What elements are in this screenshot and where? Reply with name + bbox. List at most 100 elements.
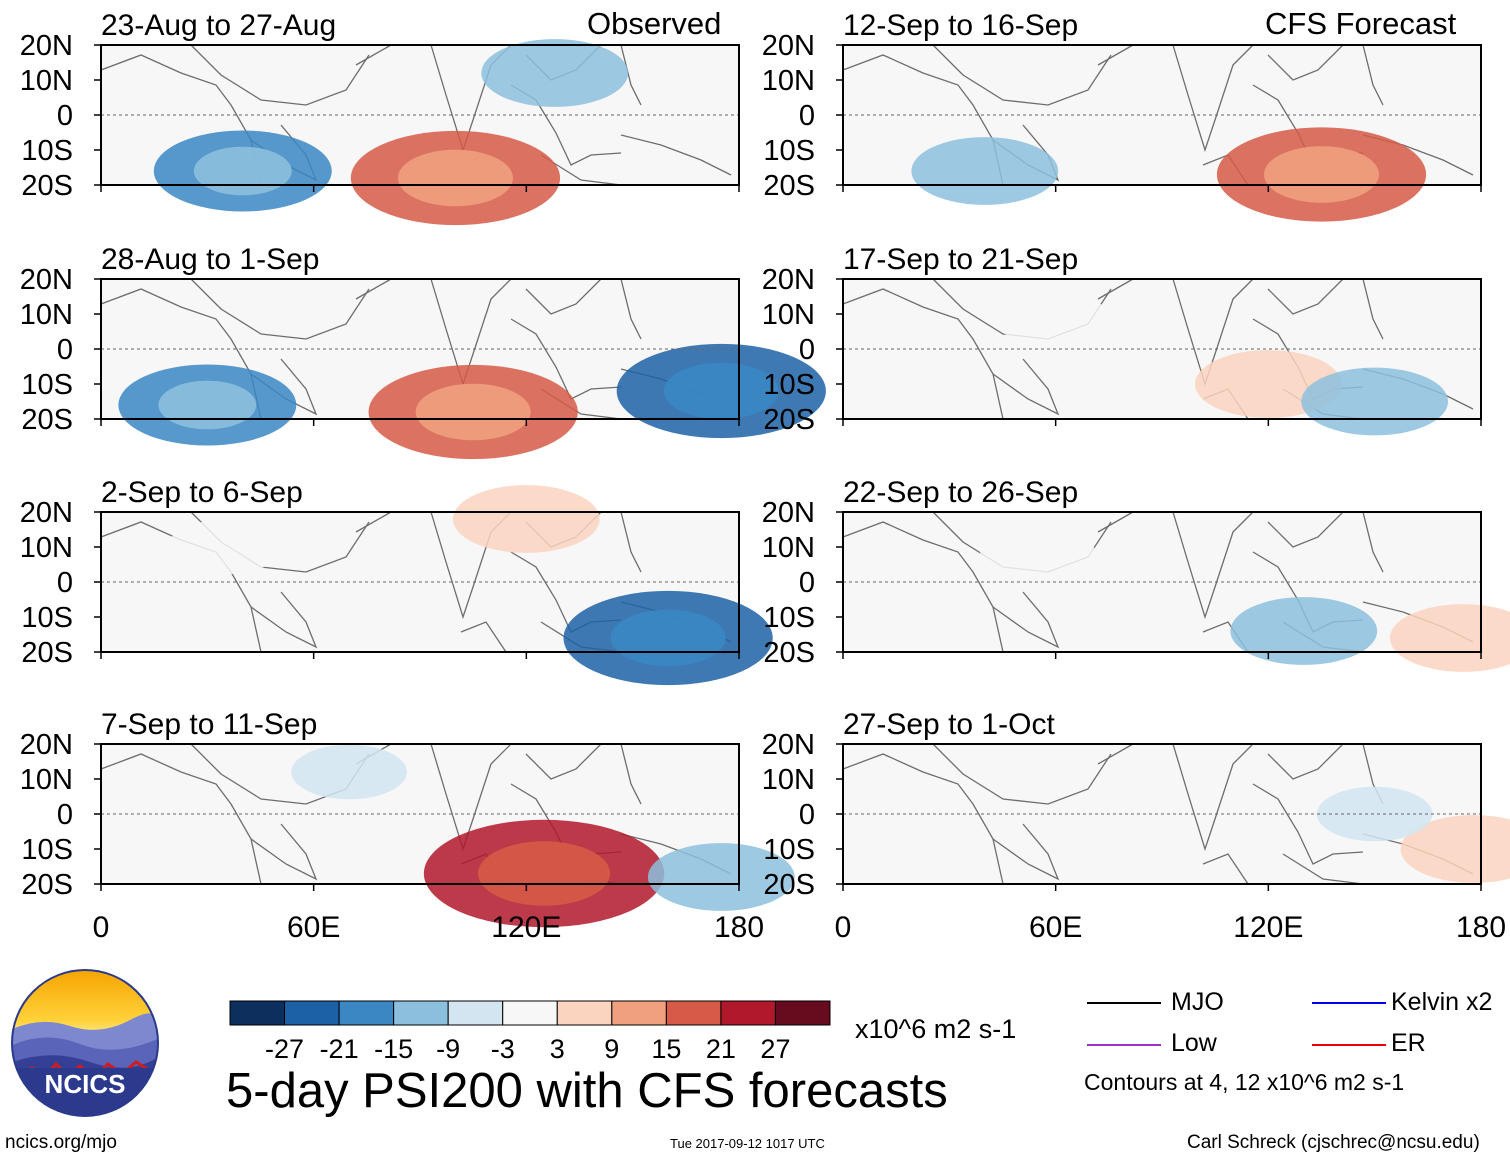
anomaly-field: [980, 526, 1096, 582]
y-tick-label: 10N: [762, 532, 815, 564]
colorbar-level-label: 9: [604, 1034, 619, 1064]
coastline-segment: [1267, 44, 1344, 81]
colorbar-level-label: -9: [436, 1034, 460, 1064]
legend-label-kelvin: Kelvin x2: [1391, 988, 1493, 1016]
y-tick-label: 0: [57, 334, 73, 366]
colorbar-swatch: [720, 1000, 776, 1026]
y-tick-label: 10S: [763, 602, 815, 634]
coastline-segment: [525, 278, 602, 315]
coastline-segment: [1202, 853, 1249, 885]
coastline-segment: [1267, 743, 1344, 780]
coastline-segment: [992, 823, 1060, 881]
panel-period-label: 28-Aug to 1-Sep: [101, 243, 319, 276]
x-tick-label: 60E: [287, 911, 340, 944]
source-url[interactable]: ncics.org/mjo: [5, 1132, 117, 1153]
coastline-segment: [250, 823, 318, 881]
y-tick-label: 20N: [20, 264, 73, 296]
y-tick-label: 10S: [21, 369, 73, 401]
y-tick-label: 20N: [762, 264, 815, 296]
coastline-segment: [190, 278, 370, 340]
coastline-segment: [992, 591, 1060, 649]
anomaly-field: [481, 39, 629, 107]
colorbar-swatch: [774, 1000, 831, 1026]
contour-note: Contours at 4, 12 x10^6 m2 s-1: [1084, 1069, 1405, 1095]
y-tick-label: 10N: [762, 299, 815, 331]
legend-label-er: ER: [1391, 1029, 1426, 1057]
y-tick-label: 10S: [763, 834, 815, 866]
y-tick-label: 20S: [763, 869, 815, 901]
x-tick-label: 60E: [1029, 911, 1082, 944]
anomaly-field: [1389, 604, 1510, 672]
y-tick-label: 0: [57, 567, 73, 599]
x-tick-label: 0: [835, 911, 852, 944]
colorbar-swatch: [611, 1000, 667, 1026]
y-tick-label: 0: [799, 100, 815, 132]
anomaly-core: [663, 362, 779, 420]
y-tick-label: 10S: [763, 135, 815, 167]
coastline-segment: [1267, 278, 1344, 315]
y-tick-label: 20S: [21, 869, 73, 901]
y-tick-label: 0: [57, 100, 73, 132]
coastline-segment: [460, 621, 507, 653]
coastline-segment: [1172, 44, 1254, 153]
coastline-segment: [510, 318, 622, 400]
ncics-logo[interactable]: NCICS: [10, 968, 160, 1118]
legend-label-mjo: MJO: [1171, 988, 1224, 1016]
panel-period-label: 17-Sep to 21-Sep: [843, 243, 1078, 276]
colorbar-swatch: [284, 1000, 340, 1026]
anomaly-core: [415, 383, 531, 441]
coastlines: [842, 743, 1474, 885]
y-tick-label: 20N: [20, 30, 73, 62]
coastline-segment: [1362, 44, 1384, 106]
anomaly-field: [647, 843, 795, 911]
x-tick-label: 180: [714, 911, 764, 944]
coastline-segment: [355, 278, 392, 300]
y-tick-label: 20N: [20, 729, 73, 761]
anomaly-core: [397, 149, 513, 207]
coastline-segment: [1172, 511, 1254, 620]
coastline-segment: [1097, 511, 1134, 533]
chart-title: 5-day PSI200 with CFS forecasts: [226, 1064, 948, 1118]
coastline-segment: [355, 511, 392, 533]
colorbar-swatch: [393, 1000, 449, 1026]
coastline-segment: [620, 278, 642, 340]
anomaly-field: [997, 293, 1114, 349]
panel-period-label: 7-Sep to 11-Sep: [101, 708, 317, 741]
anomaly-field: [452, 485, 600, 553]
anomaly-field: [1316, 786, 1433, 842]
panel-period-label: 2-Sep to 6-Sep: [101, 476, 303, 509]
colorbar-swatch: [338, 1000, 395, 1026]
anomaly-field: [1400, 815, 1510, 883]
anomaly-core: [158, 380, 257, 430]
coastline-segment: [250, 591, 318, 649]
y-tick-label: 10N: [20, 65, 73, 97]
coastline-segment: [190, 44, 370, 106]
colorbar-level-label: 15: [651, 1034, 681, 1064]
legend-line-low: [1087, 1044, 1161, 1046]
anomaly-core: [477, 841, 611, 906]
y-tick-label: 20N: [762, 729, 815, 761]
y-tick-label: 20S: [21, 170, 73, 202]
y-tick-label: 0: [799, 799, 815, 831]
colorbar-swatch: [229, 1000, 286, 1026]
anomaly-core: [610, 609, 726, 667]
coastline-segment: [355, 44, 392, 66]
legend-line-er: [1312, 1044, 1386, 1046]
coastline-segment: [1097, 44, 1134, 66]
coastline-segment: [1267, 511, 1344, 548]
y-tick-label: 10S: [21, 834, 73, 866]
author-credit: Carl Schreck (cjschrec@ncsu.edu): [1187, 1132, 1480, 1153]
anomaly-field: [911, 137, 1059, 205]
panel-period-label: 23-Aug to 27-Aug: [101, 9, 336, 42]
coastline-segment: [1172, 743, 1254, 852]
coastline-segment: [1097, 278, 1134, 300]
anomaly-field: [291, 744, 407, 800]
y-tick-label: 10N: [20, 764, 73, 796]
y-tick-label: 20S: [21, 404, 73, 436]
colorbar-level-label: 21: [706, 1034, 736, 1064]
